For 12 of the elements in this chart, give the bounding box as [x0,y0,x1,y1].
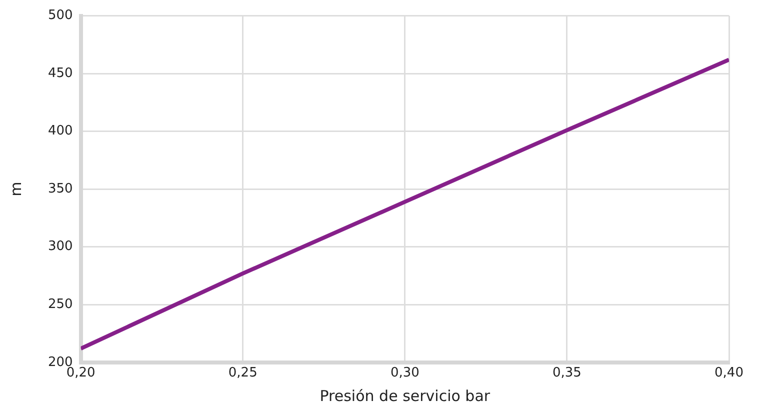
x-tick-label: 0,25 [228,366,258,381]
y-tick-label: 400 [48,124,73,139]
y-tick-label: 350 [48,181,73,196]
y-tick-label: 250 [48,297,73,312]
y-tick-label: 450 [48,66,73,81]
y-axis-title: m [6,182,25,196]
x-axis-title: Presión de servicio bar [320,386,491,405]
y-tick-label: 300 [48,239,73,254]
y-tick-label: 500 [48,8,73,24]
x-tick-label: 0,35 [552,366,582,381]
x-tick-label: 0,40 [714,366,744,381]
x-tick-label: 0,30 [390,366,420,381]
